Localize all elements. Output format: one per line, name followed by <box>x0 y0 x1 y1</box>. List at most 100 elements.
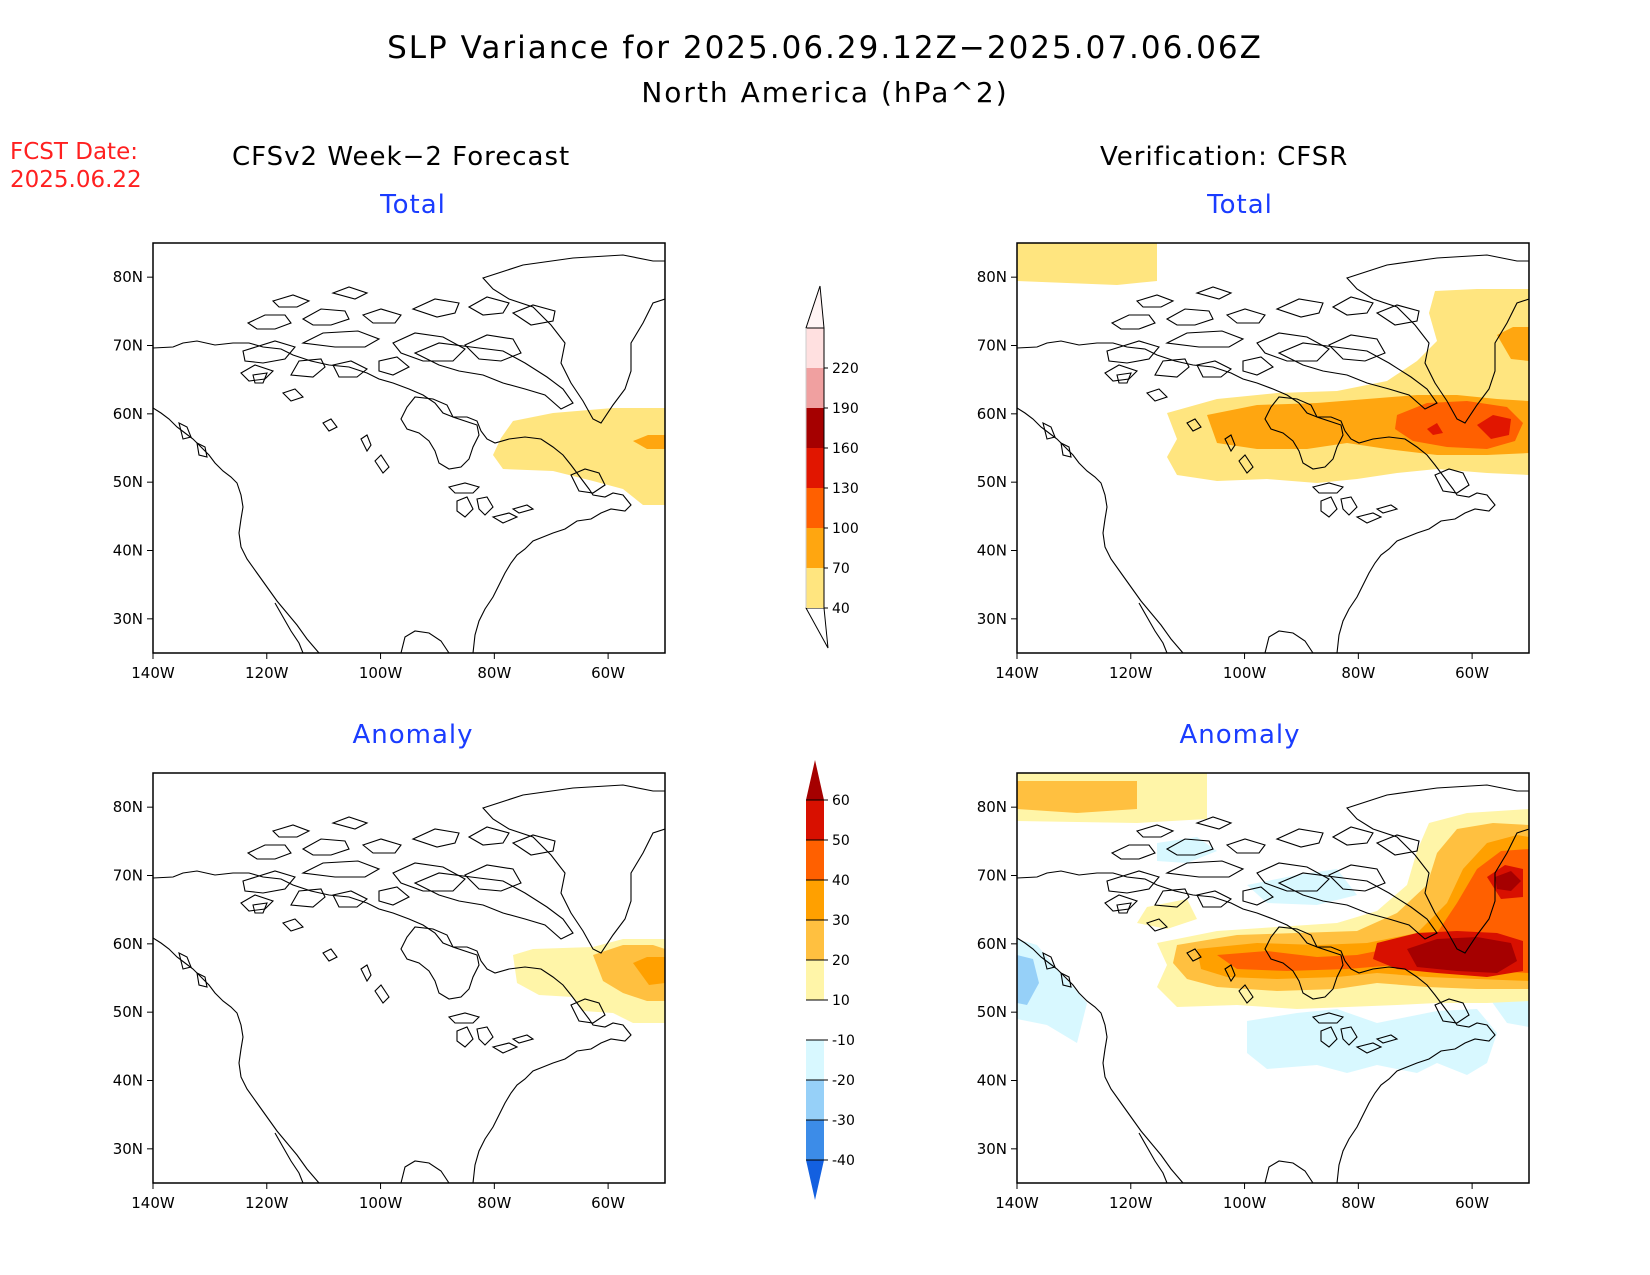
lat-tick-label: 30N <box>113 1140 143 1158</box>
colorbar-tick-label: 220 <box>832 361 859 377</box>
contour-fill-region <box>1017 781 1137 813</box>
lon-tick-label: 140W <box>995 664 1039 682</box>
lat-tick-label: 70N <box>977 867 1007 885</box>
colorbar-tick-label: -40 <box>832 1153 855 1169</box>
colorbar-tick-label: 10 <box>832 993 850 1009</box>
map-frame <box>1016 772 1530 1184</box>
lat-tick-label: 50N <box>113 1003 143 1021</box>
contour-fill-region <box>1017 955 1039 1005</box>
lon-tick-label: 140W <box>995 1194 1039 1212</box>
colorbar-swatch <box>806 1040 824 1080</box>
lat-tick-label: 60N <box>977 935 1007 953</box>
map-frame <box>152 242 666 654</box>
contour-fill-region <box>1247 1009 1497 1075</box>
contour-fill-region <box>1477 415 1511 439</box>
forecast-column-heading: CFSv2 Week−2 Forecast <box>232 142 571 172</box>
lon-tick-label: 120W <box>245 1194 289 1212</box>
colorbar-swatch <box>806 960 824 1000</box>
lat-tick-label: 50N <box>113 473 143 491</box>
verification-anomaly-title: Anomaly <box>1179 720 1301 750</box>
colorbar-tick-label: 50 <box>832 833 850 849</box>
lat-tick-label: 30N <box>977 1140 1007 1158</box>
verification-column-heading: Verification: CFSR <box>1100 142 1349 172</box>
main-title: SLP Variance for 2025.06.29.12Z−2025.07.… <box>387 30 1263 66</box>
colorbar-tick-label: 190 <box>832 401 859 417</box>
forecast-anomaly-title: Anomaly <box>352 720 474 750</box>
lat-tick-label: 40N <box>977 542 1007 560</box>
colorbar-swatch <box>806 1080 824 1120</box>
lon-tick-label: 100W <box>359 1194 403 1212</box>
lat-tick-label: 80N <box>113 798 143 816</box>
forecast-anomaly-map: 80N 70N 60N 50N 40N 30N 140W 120W 100W 80W 60W <box>113 772 666 1212</box>
contour-fill-region <box>1407 937 1517 973</box>
lon-tick-label: 100W <box>1223 664 1267 682</box>
lon-tick-label: 60W <box>591 1194 625 1212</box>
contour-fill-region <box>1247 869 1357 905</box>
colorbar-tick-label: 100 <box>832 521 859 537</box>
lat-tick-label: 80N <box>977 268 1007 286</box>
lat-tick-label: 40N <box>977 1072 1007 1090</box>
lat-tick-label: 60N <box>113 405 143 423</box>
contour-fill-region <box>633 957 665 985</box>
colorbar-swatch <box>806 368 824 408</box>
main-subtitle: North America (hPa^2) <box>641 76 1009 109</box>
lat-tick-label: 30N <box>113 610 143 628</box>
lat-tick-label: 40N <box>113 1072 143 1090</box>
lon-tick-label: 80W <box>1341 664 1375 682</box>
lon-tick-label: 100W <box>1223 1194 1267 1212</box>
lat-tick-label: 40N <box>113 542 143 560</box>
colorbar-tick-label: 70 <box>832 561 850 577</box>
verification-total-title: Total <box>1207 190 1273 220</box>
contour-fill-region <box>493 408 665 505</box>
colorbar-swatch <box>806 568 824 608</box>
forecast-total-map: 80N 70N 60N 50N 40N 30N 140W 120W 100W 80W 60W <box>113 242 666 682</box>
lon-tick-label: 60W <box>591 664 625 682</box>
lat-tick-label: 60N <box>113 935 143 953</box>
colorbar-swatch <box>806 800 824 840</box>
lon-tick-label: 140W <box>131 664 175 682</box>
colorbar-tick-label: -10 <box>832 1033 855 1049</box>
forecast-total-title: Total <box>380 190 446 220</box>
map-frame <box>152 772 666 1184</box>
colorbar-swatch <box>806 1000 824 1040</box>
colorbar-swatch <box>806 880 824 920</box>
colorbar-swatch <box>806 448 824 488</box>
colorbar-tick-label: -20 <box>832 1073 855 1089</box>
lat-tick-label: 50N <box>977 473 1007 491</box>
contour-fill-region <box>1427 423 1443 435</box>
lon-tick-label: 100W <box>359 664 403 682</box>
lat-tick-label: 50N <box>977 1003 1007 1021</box>
lon-tick-label: 60W <box>1455 664 1489 682</box>
colorbar-swatch <box>806 528 824 568</box>
verification-total-map: 80N 70N 60N 50N 40N 30N 140W 120W 100W 80W 60W <box>977 242 1530 682</box>
lon-tick-label: 80W <box>477 1194 511 1212</box>
lat-tick-label: 70N <box>977 337 1007 355</box>
total-colorbar: 40 70 100 130 160 190 220 <box>805 285 859 649</box>
colorbar-tick-label: 40 <box>832 873 850 889</box>
contour-fill-region <box>1497 327 1529 361</box>
colorbar-tick-label: 60 <box>832 793 850 809</box>
colorbar-swatch <box>806 328 824 368</box>
colorbar-swatch <box>806 920 824 960</box>
colorbar-tick-label: 40 <box>832 601 850 617</box>
lat-tick-label: 70N <box>113 337 143 355</box>
lat-tick-label: 80N <box>113 268 143 286</box>
lon-tick-label: 120W <box>245 664 289 682</box>
colorbar-swatch <box>806 408 824 448</box>
colorbar-tick-label: 160 <box>832 441 859 457</box>
contour-fill-region <box>1017 243 1157 285</box>
lon-tick-label: 80W <box>477 664 511 682</box>
map-frame <box>1016 242 1530 654</box>
anomaly-colorbar: -40 -30 -20 -10 10 20 30 40 50 60 <box>806 760 855 1200</box>
forecast-date-value: 2025.06.22 <box>10 167 142 193</box>
lat-tick-label: 60N <box>977 405 1007 423</box>
colorbar-tick-label: 20 <box>832 953 850 969</box>
forecast-date-label: FCST Date: <box>10 139 138 165</box>
colorbar-tick-label: 130 <box>832 481 859 497</box>
contour-fill-region <box>633 435 665 449</box>
lat-tick-label: 70N <box>113 867 143 885</box>
forecast-date: FCST Date: 2025.06.22 <box>10 138 142 194</box>
lon-tick-label: 120W <box>1109 664 1153 682</box>
colorbar-upper-arrow <box>805 285 825 329</box>
